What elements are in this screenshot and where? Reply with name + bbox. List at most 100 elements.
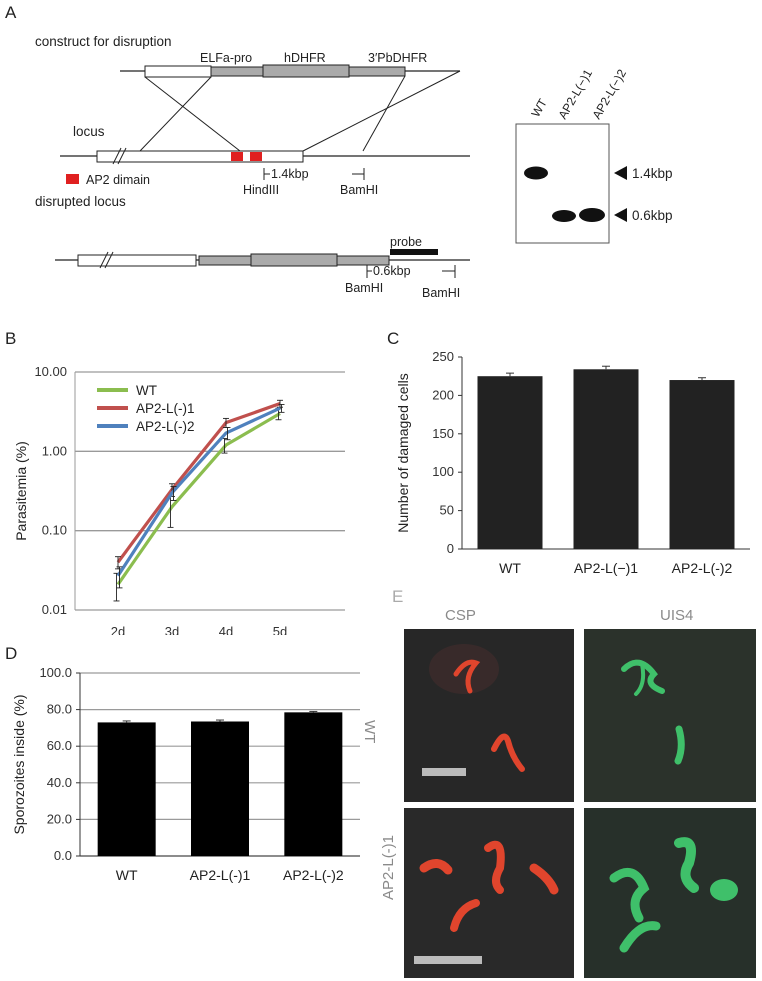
break-mark (117, 147, 127, 165)
x-tick-label: AP2-L(-)2 (672, 560, 733, 576)
x-tick-label: 3d (165, 624, 179, 635)
legend-label: AP2-L(-)2 (136, 419, 195, 434)
column-label-uis4: UIS4 (660, 607, 694, 624)
break-mark (112, 147, 122, 165)
locus-label: locus (73, 124, 105, 139)
panel-e-letter: E (392, 587, 404, 606)
bar (573, 369, 639, 549)
band-marker-icon (614, 166, 627, 180)
panel-a-letter: A (5, 3, 17, 22)
panel-b-chart: B 0.01 0.10 1.00 10.00 2d 3d 4d 5d Parasitemia (… (5, 329, 345, 635)
panel-d-letter: D (5, 644, 17, 663)
band-marker-icon (614, 208, 627, 222)
panel-a: A construct for disruption ELFa-pro hDHF… (5, 3, 673, 300)
y-tick-label: 1.00 (42, 443, 67, 458)
legend-label: AP2-L(-)1 (136, 401, 195, 416)
y-tick-label: 60.0 (47, 738, 72, 753)
panel-c-letter: C (387, 329, 399, 348)
y-tick-label: 100.0 (39, 665, 72, 680)
bamhi-label: BamHI (340, 183, 378, 197)
y-tick-label: 20.0 (47, 811, 72, 826)
elfa-pro-box (210, 66, 264, 77)
x-tick-label: 4d (219, 624, 233, 635)
ap2-domain-box (250, 152, 262, 161)
row-label-mutant: AP2-L(-)1 (380, 834, 397, 900)
scale-bar (414, 956, 482, 964)
x-tick-label: WT (499, 560, 521, 576)
gel-lane-label: WT (528, 96, 550, 120)
bar (669, 380, 735, 549)
crossover-line (144, 76, 241, 152)
crossover-line (362, 75, 406, 152)
x-tick-label: WT (116, 867, 138, 883)
x-tick-label: 5d (273, 624, 287, 635)
bar (97, 722, 156, 856)
y-tick-label: 50 (440, 503, 454, 518)
construct-title: construct for disruption (35, 34, 172, 49)
bar (284, 712, 343, 856)
micrograph-wt-csp (404, 629, 574, 802)
locus-gene-box (96, 150, 304, 163)
y-axis-label: Sporozoites inside (%) (11, 694, 27, 834)
x-tick-label: AP2-L(−)1 (574, 560, 638, 576)
y-tick-label: 0 (447, 541, 454, 556)
micrograph-wt-uis4 (584, 629, 756, 802)
ap2-legend-label: AP2 dimain (86, 173, 150, 187)
bar (191, 721, 249, 856)
y-tick-label: 0.10 (42, 523, 67, 538)
y-tick-label: 150 (432, 426, 454, 441)
ap2-domain-box (231, 152, 243, 161)
probe-label: probe (390, 235, 422, 249)
gel-blot (515, 123, 610, 244)
legend-label: WT (136, 383, 157, 398)
gel-band (552, 210, 576, 222)
hdhfr-box (262, 64, 350, 78)
y-axis-label: Parasitemia (%) (13, 441, 29, 541)
break-mark (104, 251, 114, 269)
elfa-pro-box (198, 255, 252, 266)
y-tick-label: 80.0 (47, 702, 72, 717)
y-tick-label: 10.00 (34, 364, 67, 379)
pbdhfr-box (348, 66, 406, 77)
x-tick-label: 2d (111, 624, 125, 635)
y-tick-label: 0.0 (54, 848, 72, 863)
kbp-14-label: 1.4kbp (271, 167, 309, 181)
scale-bar (422, 768, 466, 776)
probe-bar (390, 249, 438, 255)
kbp-06-label: 0.6kbp (373, 264, 411, 278)
micrograph-mutant-csp (404, 808, 574, 978)
series-line (116, 412, 281, 586)
hdhfr-label: hDHFR (284, 51, 326, 65)
bamhi-label: BamHI (422, 286, 460, 300)
y-tick-label: 200 (432, 387, 454, 402)
construct-homology-box (144, 65, 212, 78)
column-label-csp: CSP (445, 607, 476, 624)
gel-lane-label: AP2-L(−)2 (589, 67, 629, 122)
disrupted-gene-box (77, 254, 197, 267)
y-tick-label: 40.0 (47, 775, 72, 790)
band-size-label: 1.4kbp (632, 166, 673, 181)
hdhfr-box (250, 253, 338, 267)
pbdhfr-box (336, 255, 390, 266)
bar (477, 376, 543, 549)
y-tick-label: 0.01 (42, 602, 67, 617)
x-tick-label: AP2-L(-)1 (190, 867, 251, 883)
disrupted-locus-label: disrupted locus (35, 194, 126, 209)
x-tick-label: AP2-L(-)2 (283, 867, 344, 883)
elfa-pro-label: ELFa-pro (200, 51, 252, 65)
panel-d-chart: D 0.0 20.0 40.0 60.0 80.0 100.0 WT AP2-L(-)1 AP2… (5, 644, 360, 883)
band-size-label: 0.6kbp (632, 208, 673, 223)
crossover-line (139, 76, 212, 152)
y-tick-label: 250 (432, 349, 454, 364)
gel-band (524, 166, 548, 180)
y-tick-label: 100 (432, 464, 454, 479)
crossover-line (302, 70, 461, 152)
y-axis-label: Number of damaged cells (395, 373, 411, 533)
row-label-wt: WT (361, 720, 378, 744)
gel-band (579, 208, 605, 222)
bamhi-label: BamHI (345, 281, 383, 295)
micrograph-mutant-uis4 (584, 808, 756, 978)
panel-b-letter: B (5, 329, 16, 348)
panel-c-chart: C 0 50 100 150 200 250 WT AP2-L(−)1 AP2-L(-)2 Num… (387, 329, 750, 576)
hindiii-label: HindIII (243, 183, 279, 197)
